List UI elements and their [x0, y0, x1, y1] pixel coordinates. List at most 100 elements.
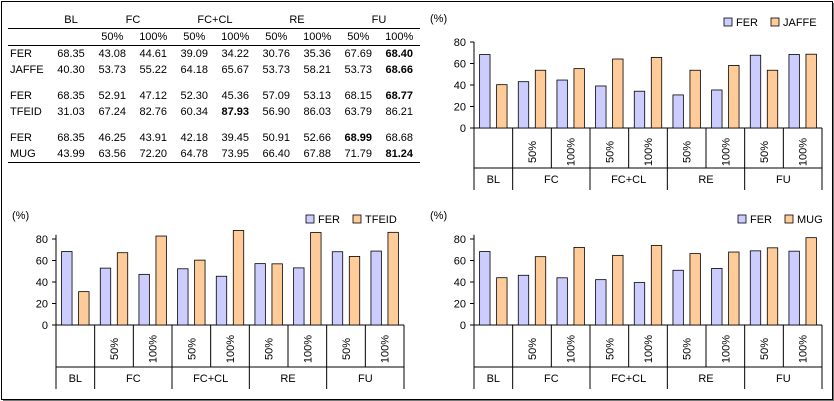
bar-fer [711, 89, 723, 129]
x-tick-label: 100% [643, 335, 655, 363]
x-tick-label: 100% [566, 138, 578, 166]
table-cell: 55.22 [139, 64, 168, 76]
y-tick-label: 60 [454, 256, 466, 268]
method-header: FU [337, 12, 420, 29]
table-cell: 45.36 [221, 90, 250, 102]
table-cell: 68.35 [57, 132, 85, 144]
bar-fer [749, 54, 762, 129]
bar-fer [331, 251, 344, 326]
table-cell: 39.09 [180, 48, 209, 60]
chart-fer-tfeid: (%) 0 20 40 60 80 50% 100% 50% 100% 50% 100% 50% 100%… [12, 210, 405, 389]
table-cell: 68.35 [57, 90, 85, 102]
y-axis-label: (%) [430, 210, 447, 222]
x-tick-label: 100% [148, 335, 160, 363]
bar-fer [711, 267, 723, 326]
group-label: BL [487, 373, 500, 385]
legend-swatch [784, 214, 794, 224]
table-cell: 58.21 [303, 64, 331, 76]
legend-label: TFEID [365, 214, 397, 226]
table-cell: 46.25 [98, 132, 127, 144]
bar-mug [728, 251, 740, 326]
table-cell: 68.35 [57, 48, 85, 60]
legend-swatch [770, 17, 780, 27]
bar-fer [788, 250, 800, 326]
method-header: FC [92, 12, 174, 29]
bar-jaffe [534, 69, 547, 129]
group-label: RE [698, 373, 713, 385]
bar-tfeid [116, 252, 129, 326]
table-cell: 57.09 [262, 90, 290, 102]
bar-fer [595, 279, 607, 326]
table-cell: 67.88 [296, 146, 338, 163]
y-tick-label: 20 [36, 299, 48, 311]
bar-mug [689, 253, 701, 326]
sub-header: 50% [337, 28, 379, 46]
group-label: BL [69, 373, 82, 385]
group-label: FC+CL [193, 373, 228, 385]
legend-label: FER [318, 214, 340, 226]
x-tick-label: 100% [225, 335, 237, 363]
bar-tfeid [194, 259, 206, 326]
x-tick-label: 50% [604, 338, 616, 360]
table-cell: 68.77 [385, 90, 414, 102]
table-cell: 43.91 [139, 132, 168, 144]
table-header-methods: BL FC FC+CL RE FU [8, 12, 420, 29]
table-cell: 65.67 [221, 64, 250, 76]
legend-swatch [737, 214, 747, 224]
table-cell: 53.73 [262, 64, 290, 76]
bar-fer [138, 273, 150, 326]
row-label: TFEID [10, 106, 42, 118]
bar-fer [517, 274, 530, 326]
bar-fer [99, 267, 112, 326]
bar-mug [534, 256, 547, 326]
bar-fer [254, 263, 266, 326]
group-label: RE [698, 174, 713, 186]
x-tick-label: 50% [264, 338, 276, 360]
y-tick-label: 60 [454, 59, 466, 71]
row-label: FER [10, 90, 32, 102]
table-cell: 53.73 [98, 64, 127, 76]
table-row: FER 68.35 46.25 43.91 42.18 39.45 50.91 52.66 68… [8, 130, 420, 146]
chart-fer-mug: (%) 0 20 40 60 80 50% 100% 50% 100% 50% 100% 50% 100%… [430, 210, 823, 389]
group-label: FC+CL [611, 174, 646, 186]
table-cell: 72.20 [132, 146, 174, 163]
row-label: MUG [8, 146, 50, 163]
group-label: RE [280, 373, 295, 385]
bar-fer [633, 282, 646, 326]
table-cell: 60.34 [180, 106, 209, 118]
bar-mug [805, 237, 817, 326]
y-tick-label: 40 [454, 80, 466, 92]
table-cell: 73.95 [214, 146, 256, 163]
x-tick-label: 50% [682, 141, 694, 163]
sub-header: 50% [255, 28, 297, 46]
sub-header: 100% [296, 28, 338, 46]
group-label: FU [776, 373, 791, 385]
table-cell: 66.40 [255, 146, 297, 163]
bar-fer [788, 54, 800, 129]
y-axis-label: (%) [430, 13, 447, 25]
sub-header: 50% [173, 28, 215, 46]
x-tick-label: 100% [720, 335, 732, 363]
table-cell: 52.91 [98, 90, 127, 102]
bar-tfeid [155, 235, 167, 326]
method-header: RE [255, 12, 338, 29]
sub-header: 100% [378, 28, 420, 46]
bar-fer [595, 85, 607, 129]
group-spacer [8, 120, 420, 130]
y-tick-label: 80 [454, 37, 466, 49]
x-tick-label: 50% [527, 141, 539, 163]
x-tick-label: 50% [186, 338, 198, 360]
x-tick-label: 50% [527, 338, 539, 360]
table-cell: 40.30 [57, 64, 85, 76]
row-label: FER [10, 48, 32, 60]
bar-jaffe [766, 69, 779, 129]
y-tick-label: 60 [36, 256, 48, 268]
table-cell: 53.13 [303, 90, 331, 102]
group-label: FU [358, 373, 373, 385]
bar-fer [370, 250, 382, 326]
bar-fer [215, 275, 228, 326]
group-label: FC+CL [611, 373, 646, 385]
bar-fer [479, 54, 491, 129]
table-cell: 35.36 [303, 48, 331, 60]
legend-label: FER [750, 214, 772, 226]
